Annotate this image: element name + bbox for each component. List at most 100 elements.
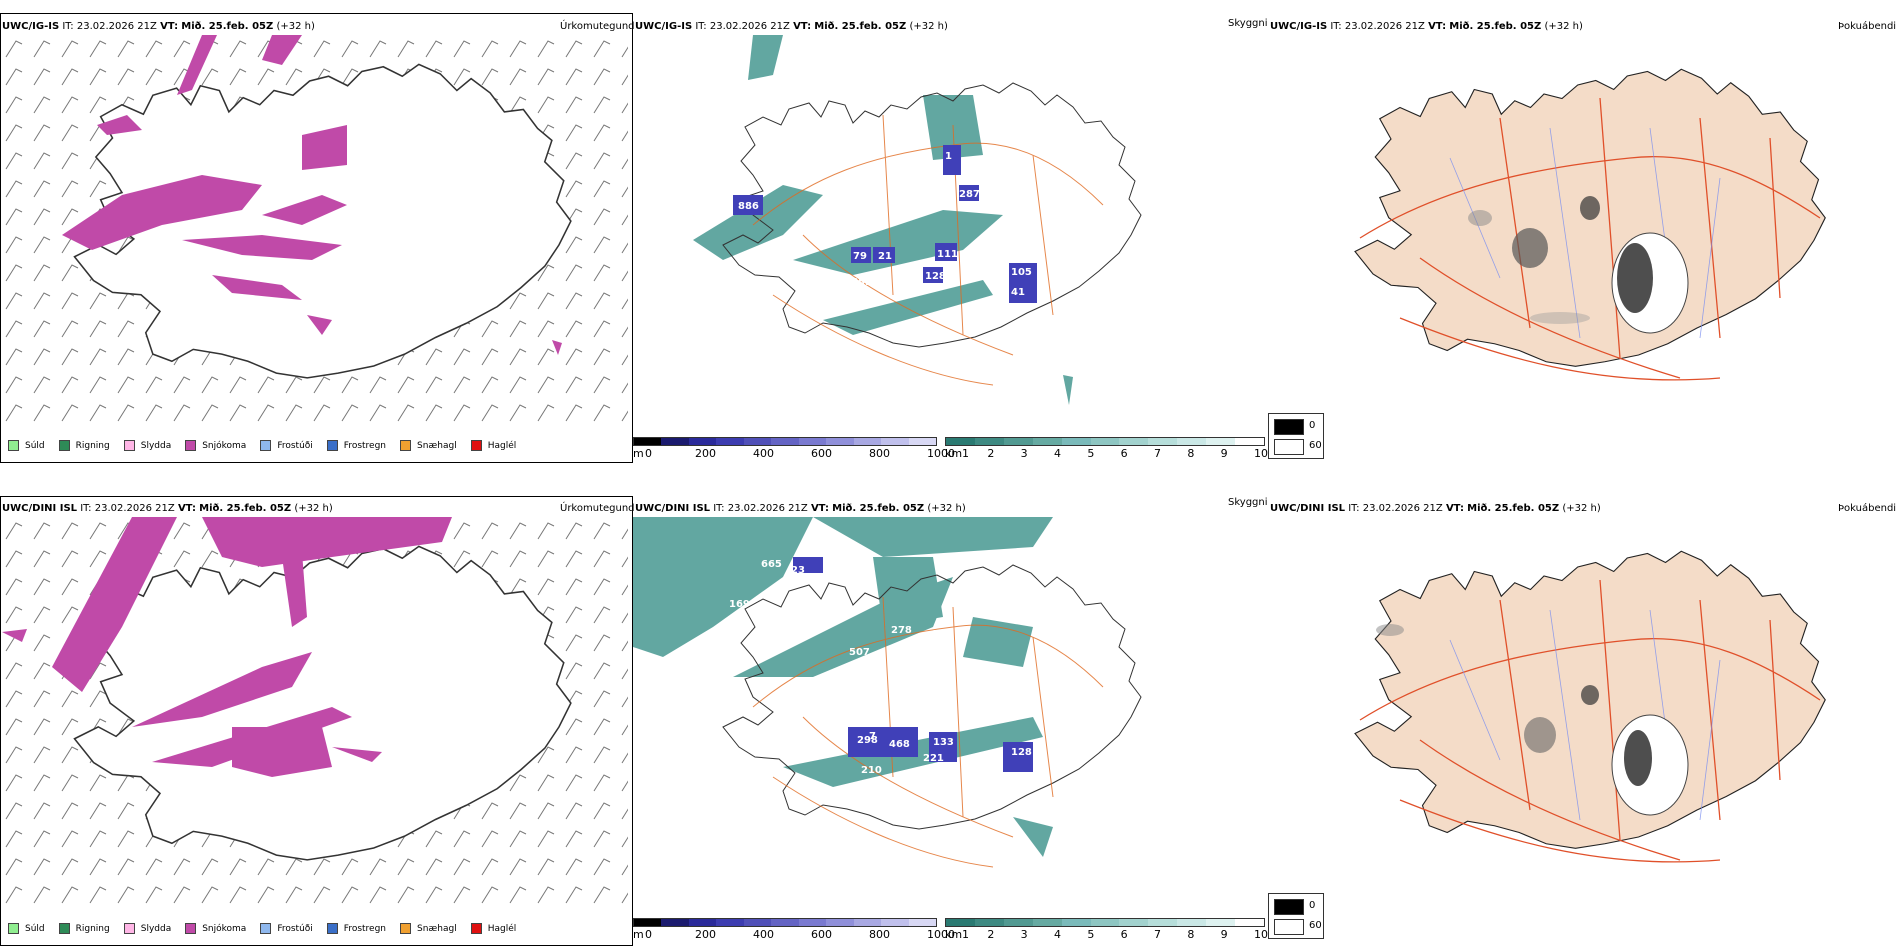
cloudbase-label: 561 — [663, 239, 684, 250]
vt-value: Mið. 25.feb. 05Z — [181, 21, 274, 32]
legend-item-súld: Súld — [8, 923, 45, 934]
precip-type-map-bottom — [2, 517, 628, 907]
tick-label: 400 — [753, 928, 774, 941]
visibility-unit: km — [945, 928, 963, 941]
colorbar-segment — [661, 919, 689, 926]
legend-swatch — [400, 923, 412, 934]
tick-label: 1000 — [927, 928, 955, 941]
cloudbase-label: 128 — [1011, 747, 1032, 758]
fog-legend-top: 0 60 — [1268, 413, 1324, 459]
legend-item-slydda: Slydda — [123, 923, 171, 934]
legend-label: Snæhagl — [417, 440, 457, 451]
it-label: IT: — [695, 21, 707, 32]
fog-swatch-white — [1274, 919, 1304, 935]
cloudbase-label: 7 — [869, 731, 876, 742]
legend-item-frostregn: Frostregn — [326, 440, 386, 451]
legend-label: Haglél — [487, 440, 517, 451]
colorbar-segment — [826, 438, 854, 445]
cloudbase-label: 278 — [891, 625, 912, 636]
tick-label: 600 — [811, 928, 832, 941]
visibility-unit: km — [945, 447, 963, 460]
colorbar-segment — [771, 919, 799, 926]
colorbar-segment — [1032, 438, 1062, 445]
colorbar-segment — [853, 438, 882, 445]
tick-label: 1 — [962, 928, 969, 941]
fog-value-max: 60 — [1309, 440, 1322, 451]
colorbar-segment — [1119, 438, 1149, 445]
cloudbase-unit: m — [633, 928, 644, 941]
colorbar-segment — [716, 919, 744, 926]
cloudbase-colorbar-bottom — [633, 918, 937, 927]
cloudbase-label: 70 — [933, 629, 947, 640]
precip-type-panel-bottom — [0, 496, 633, 946]
legend-swatch — [8, 440, 19, 451]
cloudbase-label: 287 — [959, 189, 980, 200]
tick-label: 800 — [869, 447, 890, 460]
colorbar-segment — [974, 919, 1004, 926]
cloudbase-labels: 665 23 169 278 507 61 298 468 133 210 22… — [729, 559, 1034, 784]
legend-swatch — [123, 923, 135, 934]
colorbar-segment — [1206, 919, 1236, 926]
legend-swatch — [260, 440, 272, 451]
fog-value-max: 60 — [1309, 920, 1322, 931]
tick-label: 4 — [1054, 928, 1061, 941]
cloudbase-label: 128 — [925, 271, 946, 282]
tick-label: 9 — [1220, 447, 1228, 460]
legend-swatch — [123, 440, 135, 451]
visibility-title: Skyggni — [1228, 497, 1268, 508]
colorbar-segment — [661, 438, 689, 445]
colorbar-segment — [798, 438, 827, 445]
fog-swatch-white — [1274, 439, 1304, 455]
fog-roads — [1359, 579, 1821, 863]
tick-label: 200 — [695, 928, 716, 941]
vt-value: Mið. 25.feb. 05Z — [1449, 21, 1542, 32]
it-value: 23.02.2026 21Z — [709, 21, 790, 32]
colorbar-segment — [1148, 919, 1178, 926]
colorbar-segment — [688, 919, 717, 926]
fog-map-top — [1354, 68, 1826, 381]
panel-header-top-1: UWC/IG-IS IT: 23.02.2026 21Z VT: Mið. 25… — [2, 21, 315, 32]
colorbar-segment — [974, 438, 1004, 445]
cloudbase-label: 91 — [963, 667, 977, 678]
cloudbase-colorbar-top — [633, 437, 937, 446]
visibility-map-top: 886 561 79 21 111 128 551 105 41 287 1 8 — [663, 35, 1142, 405]
legend-item-rigning: Rigning — [58, 440, 110, 451]
cloudbase-label: 221 — [923, 753, 944, 764]
lead-time: (+32 h) — [276, 21, 315, 32]
it-label: IT: — [1330, 21, 1342, 32]
tick-label: 9 — [1220, 928, 1228, 941]
tick-label: 200 — [695, 447, 716, 460]
colorbar-segment — [1003, 919, 1033, 926]
fog-signal — [1376, 624, 1689, 816]
tick-label: 7 — [1154, 447, 1161, 460]
cloudbase-label: 79 — [853, 251, 867, 262]
cloudbase-label: 886 — [738, 201, 759, 212]
legend-swatch — [58, 923, 70, 934]
colorbar-segment — [1177, 438, 1207, 445]
legend-label: Frostúði — [277, 923, 313, 934]
colorbar-segment — [1235, 919, 1264, 926]
cloudbase-label: 468 — [889, 739, 910, 750]
vt-label: VT: — [810, 503, 829, 514]
cloudbase-label: 23 — [791, 565, 805, 576]
colorbar-segment — [1003, 438, 1033, 445]
tick-label: 5 — [1087, 447, 1095, 460]
tick-label: 6 — [1120, 447, 1128, 460]
colorbar-segment — [853, 919, 882, 926]
legend-swatch — [185, 440, 197, 451]
tick-label: 4 — [1054, 447, 1061, 460]
fog-map-bottom — [1354, 550, 1826, 863]
legend-item-súld: Súld — [8, 440, 45, 451]
cloudbase-label: 210 — [861, 765, 882, 776]
cloudbase-label: 41 — [1011, 287, 1025, 298]
model-name: UWC/DINI ISL — [635, 503, 711, 514]
vt-value: Mið. 25.feb. 05Z — [832, 503, 925, 514]
colorbar-segment — [1032, 919, 1062, 926]
lead-time: (+32 h) — [1562, 503, 1601, 514]
visibility-colorbar-bottom — [945, 918, 1265, 927]
it-label: IT: — [62, 21, 74, 32]
colorbar-segment — [798, 919, 827, 926]
colorbar-segment — [1061, 919, 1091, 926]
legend-label: Snjókoma — [202, 440, 247, 451]
cloudbase-label: 21 — [878, 251, 892, 262]
